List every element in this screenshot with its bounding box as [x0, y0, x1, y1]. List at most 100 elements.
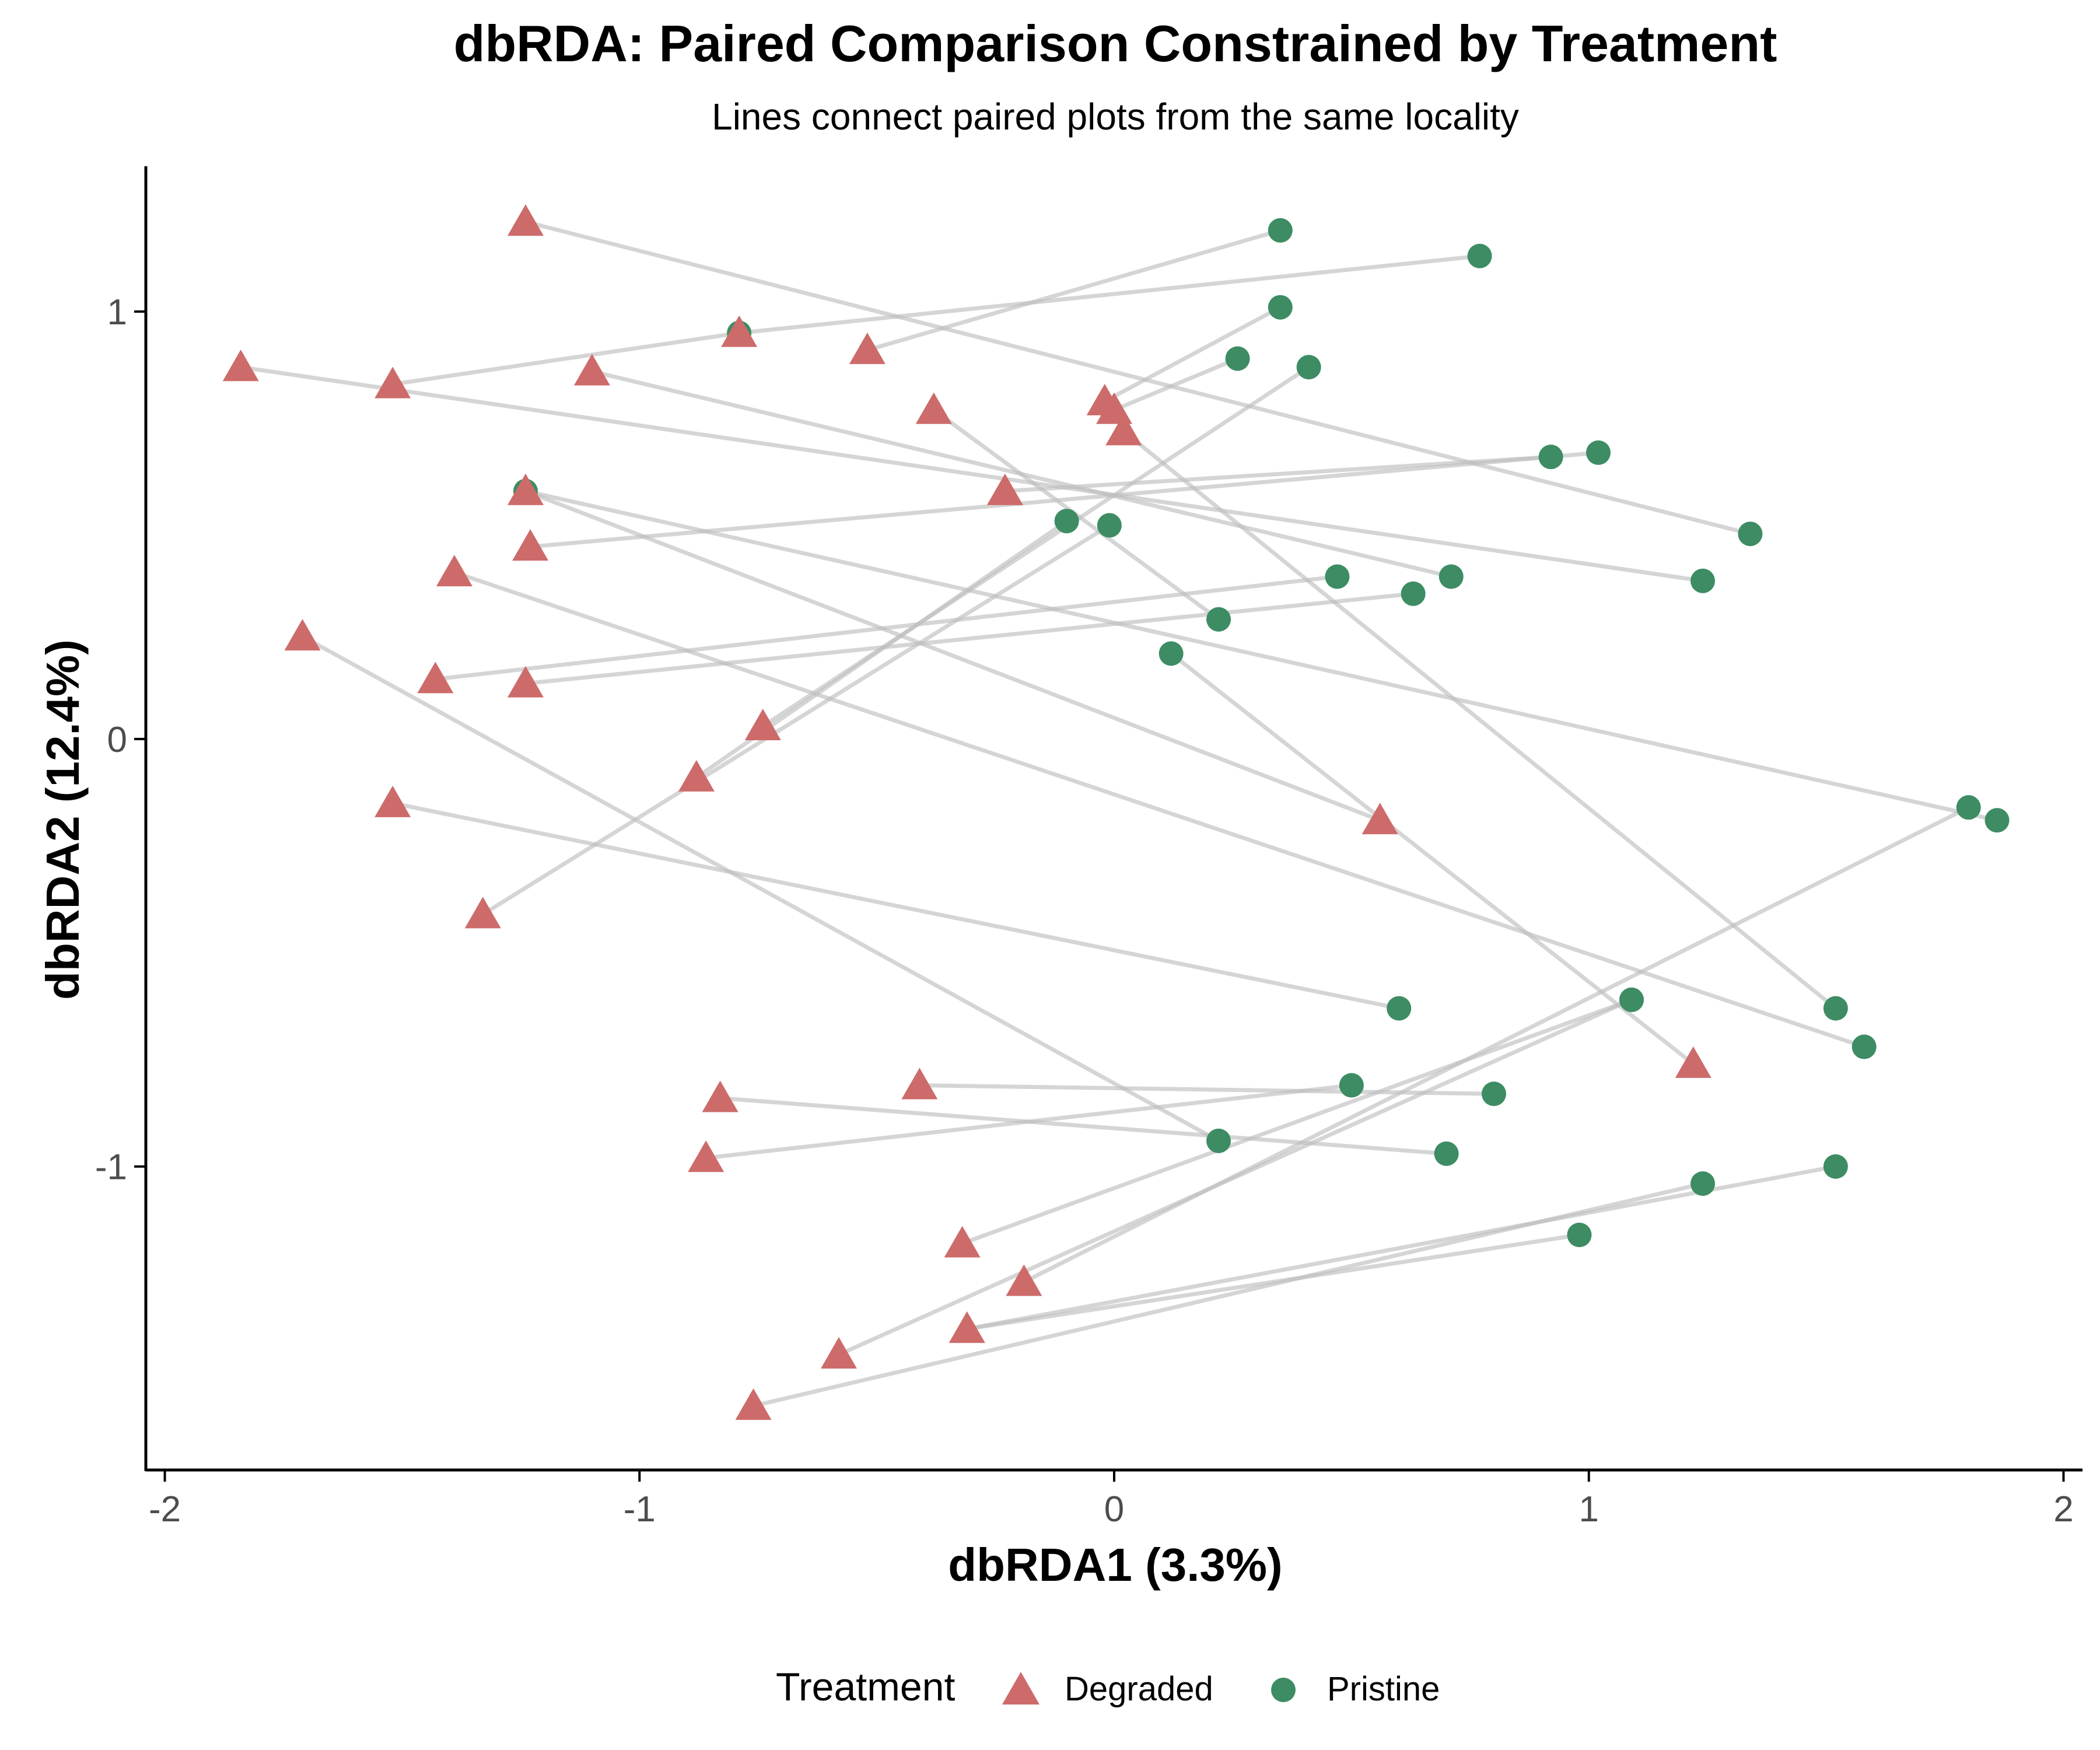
legend-degraded-marker: [1002, 1672, 1040, 1704]
pair-line: [961, 998, 1633, 1245]
degraded-point: [702, 1080, 738, 1112]
pristine-point: [1481, 1082, 1506, 1107]
pristine-point: [1956, 795, 1981, 820]
pair-line: [453, 570, 1865, 1049]
legend-pristine-label: Pristine: [1327, 1670, 1440, 1708]
degraded-point: [1006, 1264, 1042, 1296]
pristine-point: [1985, 808, 2010, 833]
x-tick-label: -1: [624, 1489, 656, 1530]
x-axis-title: dbRDA1 (3.3%): [948, 1539, 1282, 1591]
degraded-point: [901, 1068, 938, 1100]
degraded-point: [949, 1311, 985, 1343]
pristine-point: [1206, 607, 1231, 632]
pair-line: [525, 219, 1751, 536]
pristine-point: [1438, 564, 1464, 589]
degraded-point: [678, 760, 715, 792]
pristine-point: [1401, 581, 1426, 606]
pair-line: [720, 1096, 1447, 1156]
pair-line: [866, 228, 1281, 352]
pair-line: [838, 998, 1633, 1357]
pristine-point: [1434, 1141, 1459, 1166]
pair-line: [1170, 652, 1695, 1066]
y-axis-title: dbRDA2 (12.4%): [37, 639, 89, 1000]
legend-pristine-marker: [1271, 1678, 1296, 1702]
x-tick-label: -2: [149, 1489, 181, 1530]
pair-line: [530, 450, 1599, 549]
degraded-point: [507, 666, 544, 698]
pair-line: [392, 331, 740, 387]
y-tick-label: -1: [95, 1147, 127, 1188]
x-axis-ticks: -2 -1 0 1 2: [149, 1470, 2074, 1530]
degraded-point: [222, 349, 259, 382]
degraded-point: [417, 662, 454, 694]
legend-title: Treatment: [776, 1665, 955, 1709]
pristine-point: [1387, 996, 1412, 1021]
degraded-point: [1362, 803, 1398, 835]
pair-line: [524, 489, 1381, 822]
y-tick-label: 0: [107, 720, 127, 760]
pristine-point: [1268, 218, 1293, 243]
pristine-point: [1690, 568, 1716, 593]
degraded-point: [573, 354, 610, 386]
chart-title: dbRDA: Paired Comparison Constrained by …: [454, 15, 1777, 72]
chart-subtitle: Lines connect paired plots from the same…: [712, 96, 1519, 138]
y-axis-ticks: -1 0 1: [95, 292, 146, 1188]
pair-line: [1005, 454, 1551, 494]
pair-line: [967, 1164, 1836, 1331]
pristine-point: [1225, 346, 1250, 371]
degraded-point: [849, 332, 886, 365]
degraded-point: [1675, 1046, 1712, 1078]
degraded-point: [507, 473, 544, 505]
pristine-point: [1538, 444, 1563, 470]
x-tick-label: 0: [1104, 1489, 1124, 1530]
pristine-point: [1586, 440, 1611, 465]
pair-line: [1023, 806, 1970, 1284]
pristine-point: [1823, 996, 1848, 1021]
degraded-point: [436, 555, 473, 587]
degraded-point: [284, 619, 321, 651]
degraded-point: [986, 473, 1023, 505]
pair-line: [240, 365, 1703, 583]
pair-line: [1113, 356, 1238, 412]
pair-line: [392, 801, 1399, 1011]
pristine-point: [1206, 1128, 1231, 1153]
legend: Treatment Degraded Pristine: [776, 1665, 1440, 1709]
degraded-point: [688, 1140, 724, 1172]
degraded-point: [744, 708, 781, 740]
degraded-point: [374, 366, 411, 398]
degraded-point: [464, 897, 501, 929]
degraded-point: [821, 1337, 858, 1369]
pristine-point: [1296, 355, 1321, 380]
pair-line: [1122, 429, 1838, 1010]
plot-area: [222, 204, 2010, 1420]
pair-line: [738, 254, 1480, 335]
degraded-point: [1105, 414, 1142, 446]
legend-degraded-label: Degraded: [1065, 1670, 1213, 1708]
pair-line: [967, 1233, 1580, 1331]
pair-line: [1104, 305, 1282, 404]
pristine-point: [1852, 1034, 1877, 1059]
degraded-point: [944, 1226, 981, 1258]
pristine-point: [1690, 1171, 1716, 1196]
pristine-point: [1738, 522, 1763, 547]
pair-line: [705, 1083, 1352, 1160]
pair-lines: [240, 219, 1998, 1408]
degraded-point: [721, 315, 758, 347]
pristine-point: [1054, 509, 1079, 534]
pair-line: [301, 634, 1220, 1143]
pristine-point: [1268, 295, 1293, 320]
pristine-point: [1619, 987, 1644, 1012]
pristine-point: [1823, 1154, 1848, 1179]
degraded-point: [735, 1388, 772, 1420]
degraded-point: [512, 529, 549, 561]
pristine-point: [1567, 1222, 1592, 1247]
y-tick-label: 1: [107, 292, 127, 332]
pristine-point: [1097, 513, 1122, 538]
degraded-point: [374, 785, 411, 817]
x-tick-label: 1: [1578, 1489, 1598, 1530]
degraded-point: [915, 392, 952, 424]
degraded-point: [507, 204, 544, 236]
pristine-point: [1467, 243, 1492, 268]
data-points: [222, 204, 2010, 1420]
